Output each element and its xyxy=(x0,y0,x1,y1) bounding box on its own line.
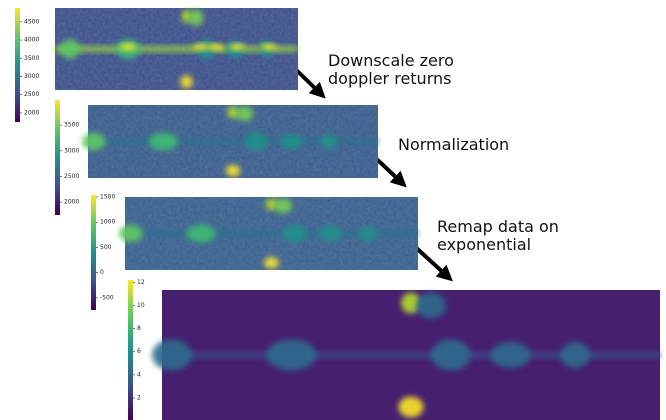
heatmap-blob xyxy=(279,134,302,149)
heatmap-blob xyxy=(119,225,142,243)
colorbar-tick-label: 3000 xyxy=(64,147,79,154)
heatmap-blob xyxy=(226,165,241,177)
heatmap xyxy=(152,290,660,420)
colorbar-tick-label: 4500 xyxy=(24,18,39,25)
heatmap-blob xyxy=(491,342,531,368)
colorbar: 2000 2500 3000 3500 xyxy=(55,100,79,215)
heatmap-blob xyxy=(560,342,590,368)
colorbar: -500 0 500 1000 1500 xyxy=(91,194,115,310)
heatmap-blob xyxy=(431,339,471,370)
step-label: Normalization xyxy=(398,135,509,154)
colorbar-gradient xyxy=(15,8,20,122)
colorbar-tick-label: 1500 xyxy=(100,194,115,201)
colorbar-tick-label: 3500 xyxy=(64,122,79,129)
heatmap-blob xyxy=(318,226,341,241)
heatmap-blob xyxy=(60,39,79,59)
figure: 2000250030003500400045002000250030003500… xyxy=(0,0,666,420)
heatmap-blob xyxy=(399,397,424,418)
colorbar-tick-label: 2000 xyxy=(24,109,39,116)
step-label: Remap data on xyxy=(437,217,559,236)
heatmap-blob xyxy=(236,106,253,121)
band-hotspot xyxy=(207,44,223,50)
colorbar-tick-label: 500 xyxy=(100,244,112,251)
colorbar-tick-label: 2500 xyxy=(64,173,79,180)
heatmap-blob xyxy=(320,134,337,149)
colorbar-tick-label: 2000 xyxy=(64,199,79,206)
heatmap-blob xyxy=(359,226,377,241)
colorbar-gradient xyxy=(91,195,96,310)
heatmap-blob xyxy=(152,339,192,370)
colorbar-tick-label: 4 xyxy=(137,371,141,378)
colorbar-tick-label: 0 xyxy=(100,269,104,276)
colorbar-tick-label: 8 xyxy=(137,325,141,332)
band-hotspot xyxy=(229,44,245,50)
colorbar: 2 4 6 8 10 12 xyxy=(128,279,145,420)
heatmap-blob xyxy=(283,225,306,243)
colorbar-tick-label: -500 xyxy=(100,294,114,301)
heatmap-blob xyxy=(267,339,317,370)
step-label: exponential xyxy=(437,235,531,254)
panel: 2 4 6 8 10 12 xyxy=(128,279,660,420)
colorbar-tick-label: 6 xyxy=(137,348,141,355)
colorbar: 2000 2500 3000 3500 4000 4500 xyxy=(15,8,39,122)
step-label: Downscale zero xyxy=(328,51,454,70)
colorbar-gradient xyxy=(55,100,60,215)
colorbar-tick-label: 10 xyxy=(137,302,145,309)
heatmap-blob xyxy=(187,225,216,243)
heatmap xyxy=(55,8,298,90)
heatmap-blob xyxy=(180,75,192,88)
heatmap xyxy=(119,197,418,270)
heatmap-blob xyxy=(245,133,268,151)
heatmap-blob xyxy=(264,257,279,269)
band-hotspot xyxy=(120,44,136,50)
colorbar-tick-label: 2 xyxy=(137,395,141,402)
step-label: doppler returns xyxy=(328,69,451,88)
heatmap-blob xyxy=(82,133,105,151)
band-hotspot xyxy=(261,44,277,50)
colorbar-tick-label: 4000 xyxy=(24,37,39,44)
heatmap-blob xyxy=(189,10,204,26)
band-hotspot xyxy=(193,44,209,50)
colorbar-tick-label: 2500 xyxy=(24,91,39,98)
colorbar-tick-label: 1000 xyxy=(100,219,115,226)
heatmap-blob xyxy=(416,293,446,319)
heatmap-blob xyxy=(149,133,178,151)
heatmap xyxy=(82,105,378,178)
colorbar-tick-label: 3500 xyxy=(24,55,39,62)
colorbar-gradient xyxy=(128,280,133,420)
colorbar-tick-label: 3000 xyxy=(24,73,39,80)
colorbar-tick-label: 12 xyxy=(137,279,145,286)
heatmap-blob xyxy=(274,198,292,213)
